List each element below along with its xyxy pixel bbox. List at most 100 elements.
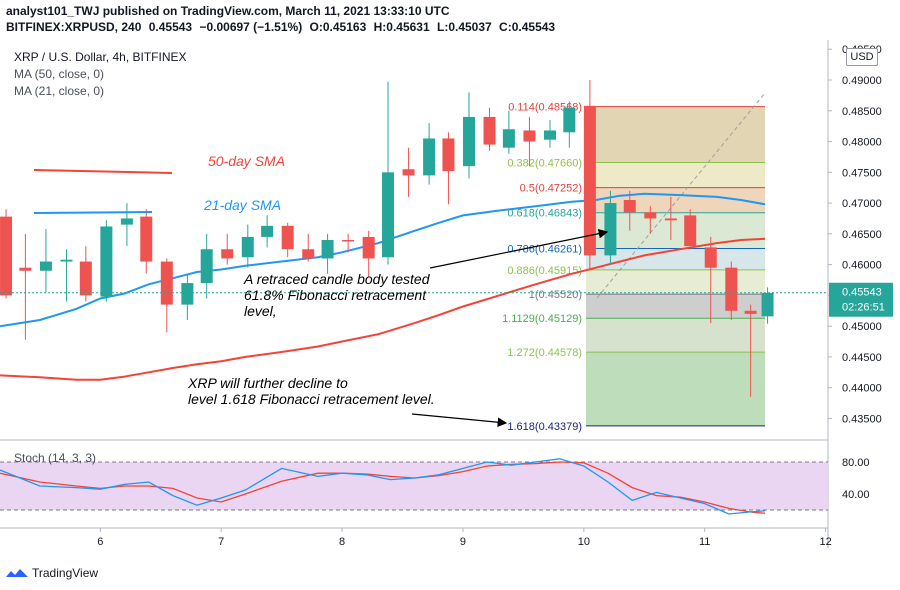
open-label: O:0.45163 — [309, 20, 367, 34]
candle-bearish — [664, 196, 677, 240]
fib-zone — [586, 162, 765, 188]
candle-body — [342, 240, 355, 242]
candle-body — [725, 267, 738, 311]
candle-bullish — [563, 101, 576, 148]
fibonacci-zones — [586, 106, 765, 426]
candle-bullish — [502, 110, 515, 154]
candle-body — [0, 216, 13, 296]
candle-body — [604, 203, 617, 256]
tradingview-logo[interactable]: TradingView — [6, 566, 98, 580]
fib-zone — [586, 248, 765, 270]
candle-bullish — [604, 190, 617, 265]
currency-button[interactable]: USD — [846, 48, 878, 66]
price-tick-label: 0.44500 — [842, 352, 882, 364]
candle-bullish — [241, 224, 254, 268]
candle-bullish — [120, 203, 133, 247]
candle-bearish — [160, 258, 173, 333]
price-tick-label: 0.48500 — [842, 106, 882, 118]
candle-bullish — [321, 233, 334, 274]
candle-body — [19, 267, 32, 271]
candle-bearish — [0, 209, 13, 299]
candles — [0, 80, 774, 397]
ma50-line — [0, 237, 766, 381]
price-tick-label: 0.43500 — [842, 413, 882, 425]
candle-bullish — [100, 220, 113, 302]
fibonacci-levels: 0.114(0.48568)0.382(0.47660)0.5(0.47252)… — [502, 102, 765, 433]
fib-level-label: 1.272(0.44578) — [507, 347, 582, 359]
candle-bullish — [39, 228, 52, 293]
tradingview-logo-icon — [6, 569, 28, 577]
fib-level-label: 1.1129(0.45129) — [502, 313, 582, 325]
candle-bearish — [19, 233, 32, 340]
candle-body — [281, 225, 294, 250]
candle-bullish — [261, 215, 274, 248]
candle-body — [664, 218, 677, 221]
candle-body — [200, 249, 213, 284]
candle-bullish — [462, 92, 475, 179]
candle-body — [483, 116, 496, 145]
candle-body — [79, 261, 92, 296]
decline-arrow — [411, 413, 508, 427]
candle-body — [502, 129, 515, 148]
candle-bearish — [623, 190, 636, 231]
fib-zone — [586, 269, 765, 295]
fib-zone — [586, 318, 765, 353]
candle-body — [321, 240, 334, 259]
price-axis: 0.495000.490000.485000.480000.475000.470… — [0, 44, 893, 425]
candle-bearish — [725, 261, 738, 320]
price-tick-label: 0.47500 — [842, 167, 882, 179]
candle-bearish — [140, 209, 153, 274]
time-axis: 6 7 8 9 10 11 12 — [97, 528, 832, 548]
fib-level-label: 1.618(0.43379) — [507, 421, 582, 433]
fib-level-label: 0.786(0.46261) — [507, 244, 582, 256]
symbol-quote-row: BITFINEX:XRPUSD, 240 0.45543 −0.00697 (−… — [6, 20, 559, 34]
candle-bullish — [382, 81, 395, 265]
candle-body — [100, 226, 113, 297]
fib-level-label: 0.618(0.46843) — [507, 208, 582, 220]
candle-bearish — [342, 233, 355, 253]
stoch-tick-label: 40.00 — [842, 489, 870, 501]
stoch-legend: Stoch (14, 3, 3) — [14, 451, 96, 465]
candle-body — [382, 172, 395, 258]
fib-level-label: 0.5(0.47252) — [520, 183, 582, 195]
candle-body — [160, 261, 173, 305]
candle-bullish — [761, 287, 774, 324]
time-tick-label: 12 — [819, 536, 831, 548]
change-label: −0.00697 (−1.51%) — [199, 20, 303, 34]
retrace-annotation-line1: A retraced candle body tested — [243, 271, 431, 287]
ma21-legend: MA (21, close, 0) — [14, 84, 104, 98]
publish-header: analyst101_TWJ published on TradingView.… — [6, 4, 450, 18]
sma21-annotation: 21-day SMA — [203, 197, 281, 213]
candle-body — [362, 236, 375, 259]
retrace-annotation-line3: level, — [244, 303, 277, 319]
candle-bearish — [281, 222, 294, 258]
candle-body — [744, 310, 757, 314]
candle-body — [221, 249, 234, 259]
price-tick-label: 0.46500 — [842, 229, 882, 241]
high-label: H:0.45631 — [373, 20, 430, 34]
time-tick-label: 7 — [218, 536, 224, 548]
candle-bullish — [423, 123, 436, 185]
symbol-label: BITFINEX:XRPUSD, 240 — [6, 20, 142, 34]
fib-level-label: 0.886(0.45915) — [507, 265, 582, 277]
price-tick-label: 0.49000 — [842, 75, 882, 87]
candle-body — [623, 200, 636, 213]
fib-level-label: 0.382(0.47660) — [507, 157, 582, 169]
time-tick-label: 11 — [699, 536, 710, 548]
candle-bearish — [704, 236, 717, 324]
stoch-k-line — [0, 458, 766, 515]
candle-body — [684, 215, 697, 247]
decline-annotation-line2: level 1.618 Fibonacci retracement level. — [188, 391, 435, 407]
moving-averages — [0, 192, 766, 381]
candle-body — [543, 130, 556, 140]
candle-bearish — [442, 132, 455, 205]
candle-bearish — [362, 230, 375, 277]
fib-zone — [586, 294, 765, 319]
countdown-label: 02:26:51 — [842, 302, 885, 314]
candle-body — [261, 225, 274, 237]
sma21-annotation-line — [33, 211, 153, 214]
candle-bearish — [302, 233, 315, 262]
price-tick-label: 0.48000 — [842, 137, 882, 149]
candle-body — [181, 283, 194, 305]
